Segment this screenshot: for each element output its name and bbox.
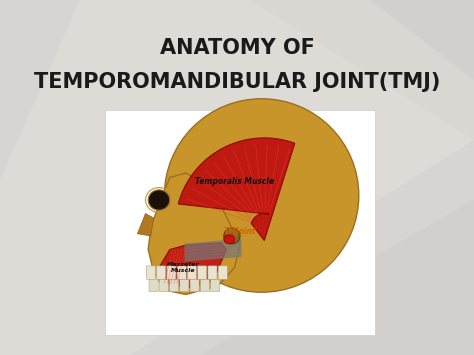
FancyBboxPatch shape <box>218 266 227 279</box>
Polygon shape <box>159 243 227 288</box>
FancyBboxPatch shape <box>146 266 155 279</box>
FancyBboxPatch shape <box>170 279 179 291</box>
FancyBboxPatch shape <box>149 279 158 291</box>
FancyBboxPatch shape <box>177 266 186 279</box>
Ellipse shape <box>224 235 235 244</box>
FancyBboxPatch shape <box>156 266 166 279</box>
Text: Masseter
Muscle: Masseter Muscle <box>167 262 200 273</box>
Bar <box>105 110 375 335</box>
Ellipse shape <box>164 99 359 292</box>
Ellipse shape <box>148 190 170 210</box>
Text: TMJoint: TMJoint <box>224 227 256 236</box>
FancyBboxPatch shape <box>208 266 217 279</box>
Polygon shape <box>148 173 240 295</box>
Polygon shape <box>137 213 154 236</box>
FancyBboxPatch shape <box>201 279 210 291</box>
Polygon shape <box>178 138 295 240</box>
FancyBboxPatch shape <box>190 279 199 291</box>
FancyBboxPatch shape <box>198 266 207 279</box>
Text: Temporalis Muscle: Temporalis Muscle <box>195 178 274 186</box>
Text: ANATOMY OF: ANATOMY OF <box>160 38 314 58</box>
FancyBboxPatch shape <box>210 279 220 291</box>
FancyBboxPatch shape <box>180 279 189 291</box>
Ellipse shape <box>224 228 240 244</box>
FancyBboxPatch shape <box>167 266 176 279</box>
FancyBboxPatch shape <box>187 266 197 279</box>
Text: TEMPOROMANDIBULAR JOINT(TMJ): TEMPOROMANDIBULAR JOINT(TMJ) <box>34 72 440 92</box>
FancyBboxPatch shape <box>159 279 168 291</box>
